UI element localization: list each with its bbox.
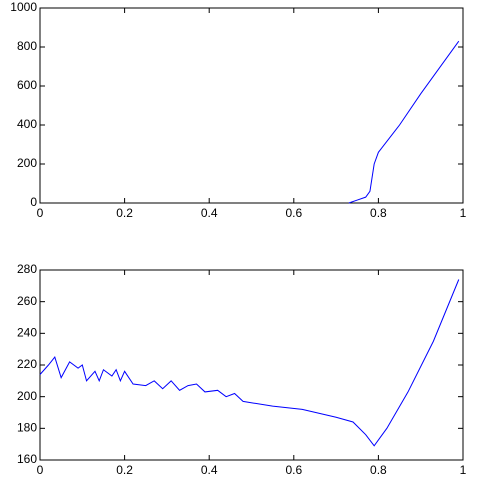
- data-line: [39, 279, 460, 447]
- y-tick-label: 160: [17, 452, 37, 466]
- x-tick-label: 1: [460, 206, 467, 220]
- y-tick-label: 600: [17, 78, 37, 92]
- data-line: [348, 40, 460, 204]
- x-tick-label: 0: [37, 206, 44, 220]
- x-tick-label: 1: [460, 463, 467, 477]
- x-tick-label: 0.8: [370, 463, 387, 477]
- x-tick-label: 0: [37, 463, 44, 477]
- x-tick-label: 0.6: [285, 463, 302, 477]
- y-tick-label: 180: [17, 421, 37, 435]
- y-tick-label: 260: [17, 294, 37, 308]
- axes-box: [39, 7, 464, 204]
- x-tick-label: 0.4: [201, 463, 218, 477]
- y-tick-label: 220: [17, 357, 37, 371]
- y-tick-label: 240: [17, 326, 37, 340]
- axes-box: [39, 269, 464, 461]
- x-tick-label: 0.6: [285, 206, 302, 220]
- y-tick-label: 280: [17, 262, 37, 276]
- y-tick-label: 0: [30, 195, 37, 209]
- y-tick-label: 800: [17, 39, 37, 53]
- y-tick-label: 400: [17, 117, 37, 131]
- y-tick-label: 1000: [10, 0, 37, 14]
- y-tick-label: 200: [17, 389, 37, 403]
- x-tick-label: 0.2: [116, 206, 133, 220]
- x-tick-label: 0.2: [116, 463, 133, 477]
- x-tick-label: 0.8: [370, 206, 387, 220]
- y-tick-label: 200: [17, 156, 37, 170]
- x-tick-label: 0.4: [201, 206, 218, 220]
